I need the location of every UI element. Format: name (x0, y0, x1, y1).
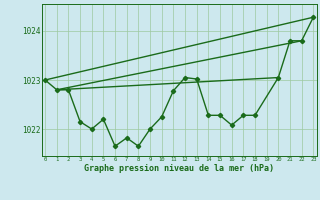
X-axis label: Graphe pression niveau de la mer (hPa): Graphe pression niveau de la mer (hPa) (84, 164, 274, 173)
